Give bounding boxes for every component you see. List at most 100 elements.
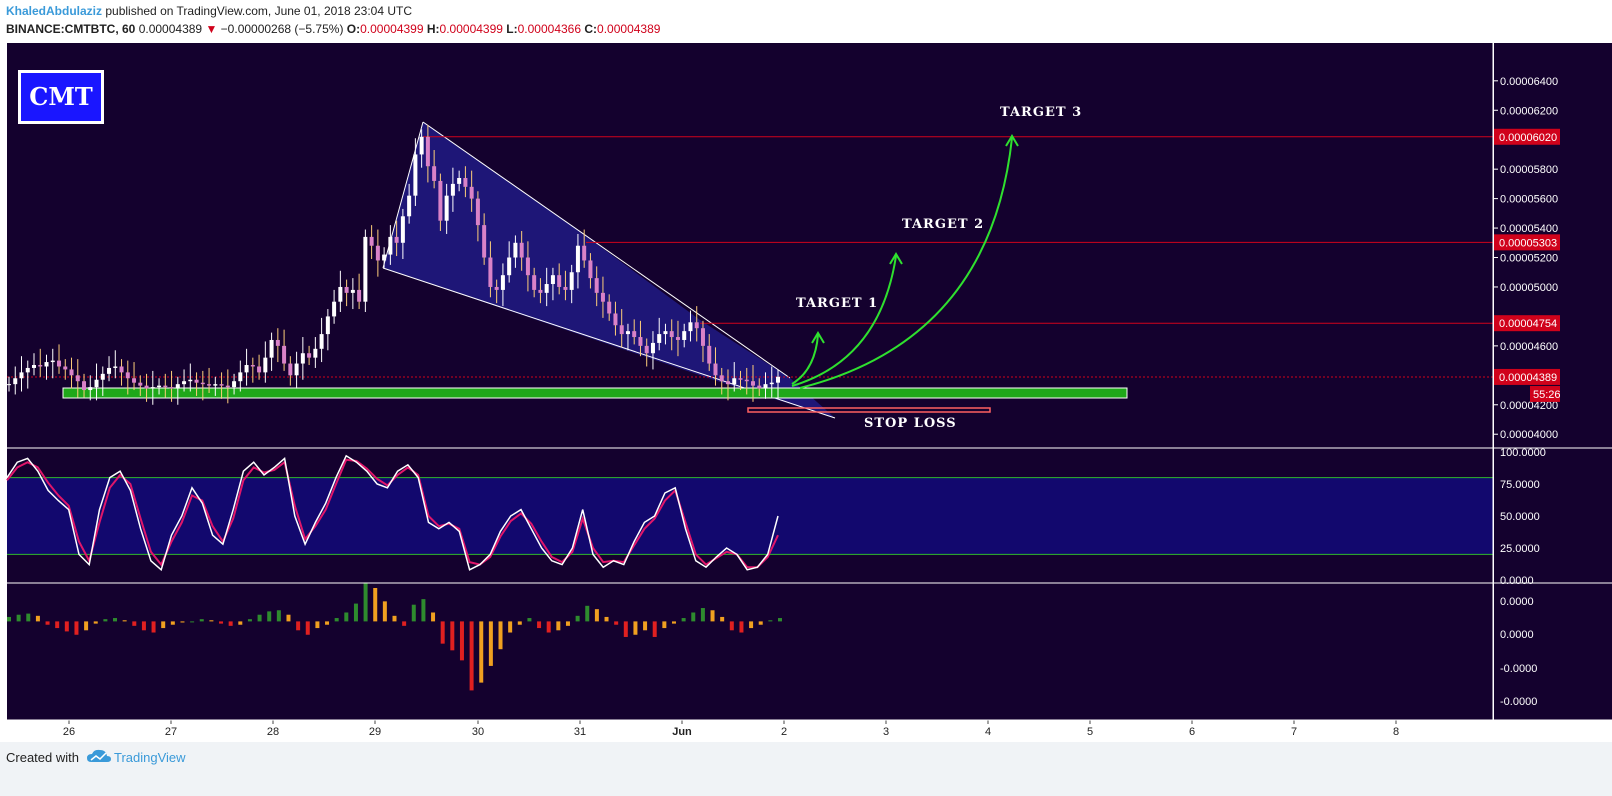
candle bbox=[25, 367, 30, 373]
candle bbox=[525, 257, 530, 276]
candle bbox=[213, 384, 218, 386]
candle bbox=[432, 166, 437, 181]
candle bbox=[763, 384, 768, 389]
candle bbox=[613, 313, 618, 326]
tradingview-link[interactable]: TradingView bbox=[114, 750, 186, 765]
histogram-bar bbox=[122, 620, 127, 622]
candle bbox=[188, 379, 193, 382]
candle bbox=[725, 381, 730, 385]
histogram-bar bbox=[623, 621, 628, 637]
histogram-bar bbox=[517, 621, 522, 625]
histogram-bar bbox=[575, 615, 580, 622]
time-tick-label: 8 bbox=[1393, 726, 1399, 738]
histogram-bar bbox=[161, 621, 166, 629]
candle bbox=[644, 345, 649, 354]
candle bbox=[119, 366, 124, 373]
histogram-bar bbox=[594, 609, 599, 622]
candle bbox=[288, 363, 293, 376]
candle bbox=[275, 339, 280, 346]
histogram-bar bbox=[633, 621, 638, 635]
author-link[interactable]: KhaledAbdulaziz bbox=[6, 4, 103, 18]
price-label-box bbox=[1494, 234, 1560, 251]
candle bbox=[400, 216, 405, 243]
candle bbox=[757, 385, 762, 389]
histogram-bar bbox=[565, 621, 570, 626]
candle bbox=[282, 345, 287, 364]
histogram-bar bbox=[373, 588, 378, 622]
histogram-bar bbox=[180, 621, 185, 623]
candle bbox=[575, 245, 580, 273]
histogram-bar bbox=[537, 621, 542, 629]
candle bbox=[244, 365, 249, 373]
histogram-bar bbox=[710, 610, 715, 622]
histogram-bar bbox=[691, 612, 696, 622]
price-tick-label: 0.00004200 bbox=[1500, 400, 1558, 412]
candle bbox=[469, 186, 474, 199]
histogram-bar bbox=[778, 618, 782, 622]
candle bbox=[57, 360, 62, 367]
candle bbox=[319, 334, 324, 349]
chart-canvas[interactable]: 0.00006400 0.00006200 0.00005800 0.00005600… bbox=[0, 42, 1612, 742]
candle bbox=[769, 382, 774, 385]
open-value: 0.00004399 bbox=[360, 22, 424, 36]
candle bbox=[163, 385, 168, 388]
time-tick-label: 27 bbox=[165, 726, 177, 738]
time-tick-label: 30 bbox=[472, 726, 484, 738]
histogram-bar bbox=[353, 603, 358, 622]
stoch-band bbox=[7, 477, 1493, 555]
open-label: O: bbox=[346, 22, 361, 36]
price-label: 0.00004389 bbox=[1499, 372, 1557, 384]
candle bbox=[450, 183, 455, 196]
candle bbox=[207, 384, 212, 386]
candle bbox=[500, 275, 505, 290]
histogram-bar bbox=[488, 621, 493, 666]
candle bbox=[144, 385, 149, 389]
candle bbox=[538, 289, 543, 293]
histogram-bar bbox=[479, 621, 484, 683]
histogram-bar bbox=[26, 613, 31, 622]
low-label: L: bbox=[506, 22, 518, 36]
histogram-bar bbox=[758, 621, 763, 625]
cmt-badge: CMT bbox=[18, 70, 104, 124]
high-value: 0.00004399 bbox=[439, 22, 503, 36]
histogram-bar bbox=[16, 614, 21, 622]
time-tick-label: 6 bbox=[1189, 726, 1195, 738]
price-tick-label: 0.00005600 bbox=[1500, 194, 1558, 206]
candle bbox=[688, 322, 693, 332]
price-label-box bbox=[1494, 315, 1560, 332]
histogram-bar bbox=[151, 621, 156, 633]
histogram-bar bbox=[257, 614, 262, 622]
histogram-bar bbox=[421, 599, 426, 622]
candle bbox=[532, 275, 537, 290]
candle bbox=[682, 331, 687, 340]
histogram-bar bbox=[84, 621, 89, 631]
stop-loss-label: STOP LOSS bbox=[864, 416, 957, 431]
candle bbox=[38, 365, 43, 367]
histogram-bar bbox=[392, 615, 397, 622]
histogram-bar bbox=[325, 621, 330, 625]
histogram-bar bbox=[720, 616, 725, 622]
tradingview-cloud-icon bbox=[87, 749, 111, 762]
candle bbox=[344, 286, 349, 293]
histogram-bar bbox=[739, 621, 744, 633]
candle bbox=[544, 284, 549, 293]
candle bbox=[394, 236, 399, 243]
candle bbox=[375, 245, 380, 261]
histogram-bar bbox=[402, 621, 407, 626]
candle bbox=[232, 381, 237, 388]
target3-label: TARGET 3 bbox=[1000, 105, 1082, 120]
candle bbox=[776, 376, 780, 383]
histogram-bar bbox=[45, 621, 50, 625]
candle bbox=[350, 289, 355, 293]
candle bbox=[94, 379, 99, 388]
candle bbox=[269, 339, 274, 358]
histogram-bar bbox=[344, 612, 349, 622]
arrow-head-icon bbox=[1005, 134, 1019, 147]
candle bbox=[82, 381, 87, 391]
symbol-label[interactable]: BINANCE:CMTBTC, 60 bbox=[6, 22, 136, 36]
candle bbox=[7, 384, 11, 386]
candle bbox=[32, 365, 37, 368]
candle bbox=[300, 353, 305, 364]
histogram-bar bbox=[556, 621, 561, 631]
low-value: 0.00004366 bbox=[517, 22, 582, 36]
